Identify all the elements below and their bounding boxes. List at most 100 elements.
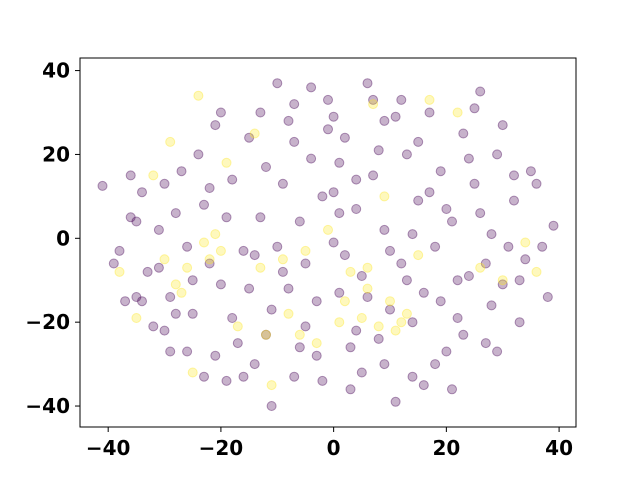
data-point-class-0 xyxy=(210,120,221,131)
data-point-class-0 xyxy=(452,275,463,286)
data-point-class-0 xyxy=(187,308,198,319)
data-point-class-0 xyxy=(283,115,294,126)
data-point-class-1 xyxy=(176,287,187,298)
data-point-class-0 xyxy=(334,157,345,168)
data-point-class-1 xyxy=(362,283,373,294)
y-tick-label: 40 xyxy=(42,59,70,83)
data-point-class-0 xyxy=(261,329,271,340)
data-point-class-0 xyxy=(323,124,333,135)
data-point-class-0 xyxy=(334,287,345,298)
data-point-class-0 xyxy=(463,271,474,281)
data-point-class-0 xyxy=(339,132,350,143)
data-point-class-0 xyxy=(542,292,553,302)
data-point-class-0 xyxy=(199,371,209,382)
data-point-class-0 xyxy=(503,241,514,252)
data-point-class-0 xyxy=(379,359,390,370)
data-point-class-0 xyxy=(221,212,232,223)
data-point-class-0 xyxy=(356,271,367,281)
data-point-class-1 xyxy=(368,99,379,110)
data-point-class-1 xyxy=(221,157,232,168)
data-point-class-1 xyxy=(266,380,277,391)
data-point-class-0 xyxy=(407,229,418,240)
data-point-class-1 xyxy=(294,329,305,340)
data-point-class-0 xyxy=(289,99,300,110)
data-point-class-0 xyxy=(300,258,311,269)
data-point-class-0 xyxy=(469,103,480,114)
data-point-class-0 xyxy=(244,283,255,294)
data-point-class-0 xyxy=(182,241,193,252)
data-point-class-0 xyxy=(441,204,452,214)
data-point-class-1 xyxy=(311,338,322,349)
data-point-class-1 xyxy=(255,262,266,273)
data-point-class-0 xyxy=(401,149,412,160)
data-point-class-1 xyxy=(277,254,288,265)
data-point-class-0 xyxy=(148,321,159,332)
data-point-class-1 xyxy=(497,275,508,286)
data-point-class-0 xyxy=(294,216,305,227)
data-point-class-0 xyxy=(509,195,519,206)
data-point-class-1 xyxy=(401,308,412,319)
data-point-class-1 xyxy=(452,107,463,118)
data-point-class-1 xyxy=(413,250,424,261)
data-point-class-1 xyxy=(424,94,435,105)
data-point-class-0 xyxy=(548,220,559,231)
data-point-class-0 xyxy=(418,380,429,391)
data-point-class-1 xyxy=(323,224,333,235)
data-point-class-0 xyxy=(97,180,108,191)
data-point-class-1 xyxy=(334,317,345,328)
data-point-class-0 xyxy=(373,333,384,344)
data-point-class-0 xyxy=(227,313,238,323)
data-point-class-0 xyxy=(311,350,322,361)
data-point-class-0 xyxy=(182,346,193,357)
data-point-class-1 xyxy=(148,170,159,181)
data-point-class-1 xyxy=(390,325,401,336)
data-point-class-1 xyxy=(475,262,486,273)
data-point-class-0 xyxy=(396,258,407,269)
data-point-class-0 xyxy=(311,296,322,307)
data-point-class-0 xyxy=(272,241,283,252)
data-point-class-0 xyxy=(193,149,204,160)
data-point-class-0 xyxy=(390,111,401,122)
data-point-class-1 xyxy=(379,191,390,202)
data-point-class-0 xyxy=(153,224,164,235)
data-point-class-1 xyxy=(232,321,243,332)
data-point-class-0 xyxy=(249,250,260,261)
data-point-class-0 xyxy=(323,94,333,105)
data-point-class-1 xyxy=(362,262,373,273)
data-point-class-0 xyxy=(379,224,390,235)
data-point-class-0 xyxy=(435,166,446,177)
data-point-class-1 xyxy=(182,262,193,273)
data-point-class-0 xyxy=(170,208,181,219)
data-point-class-0 xyxy=(407,371,418,382)
data-point-class-0 xyxy=(306,82,317,93)
data-point-class-1 xyxy=(193,90,204,101)
data-point-class-0 xyxy=(328,237,339,248)
data-point-class-0 xyxy=(385,304,395,315)
data-point-class-0 xyxy=(452,313,463,323)
data-point-class-0 xyxy=(131,292,142,302)
x-tick-label: 0 xyxy=(327,436,341,460)
data-point-class-0 xyxy=(509,170,519,181)
data-point-class-0 xyxy=(277,178,288,189)
data-point-class-1 xyxy=(283,308,294,319)
data-point-class-0 xyxy=(120,296,131,307)
data-point-class-0 xyxy=(362,78,373,89)
data-point-class-1 xyxy=(165,136,176,147)
data-point-class-0 xyxy=(345,342,356,353)
data-point-class-0 xyxy=(418,287,429,298)
data-point-class-0 xyxy=(463,153,474,164)
data-point-class-0 xyxy=(114,245,125,256)
data-point-class-0 xyxy=(396,94,407,105)
data-point-class-0 xyxy=(227,174,238,185)
data-point-class-0 xyxy=(187,275,198,286)
y-tick-label: 0 xyxy=(56,226,70,250)
data-point-class-0 xyxy=(125,170,136,181)
data-point-class-1 xyxy=(170,279,181,290)
data-point-class-0 xyxy=(317,191,328,202)
data-point-class-0 xyxy=(520,254,531,265)
data-point-class-0 xyxy=(300,321,311,332)
points-layer xyxy=(97,78,559,411)
data-point-class-0 xyxy=(475,208,486,219)
